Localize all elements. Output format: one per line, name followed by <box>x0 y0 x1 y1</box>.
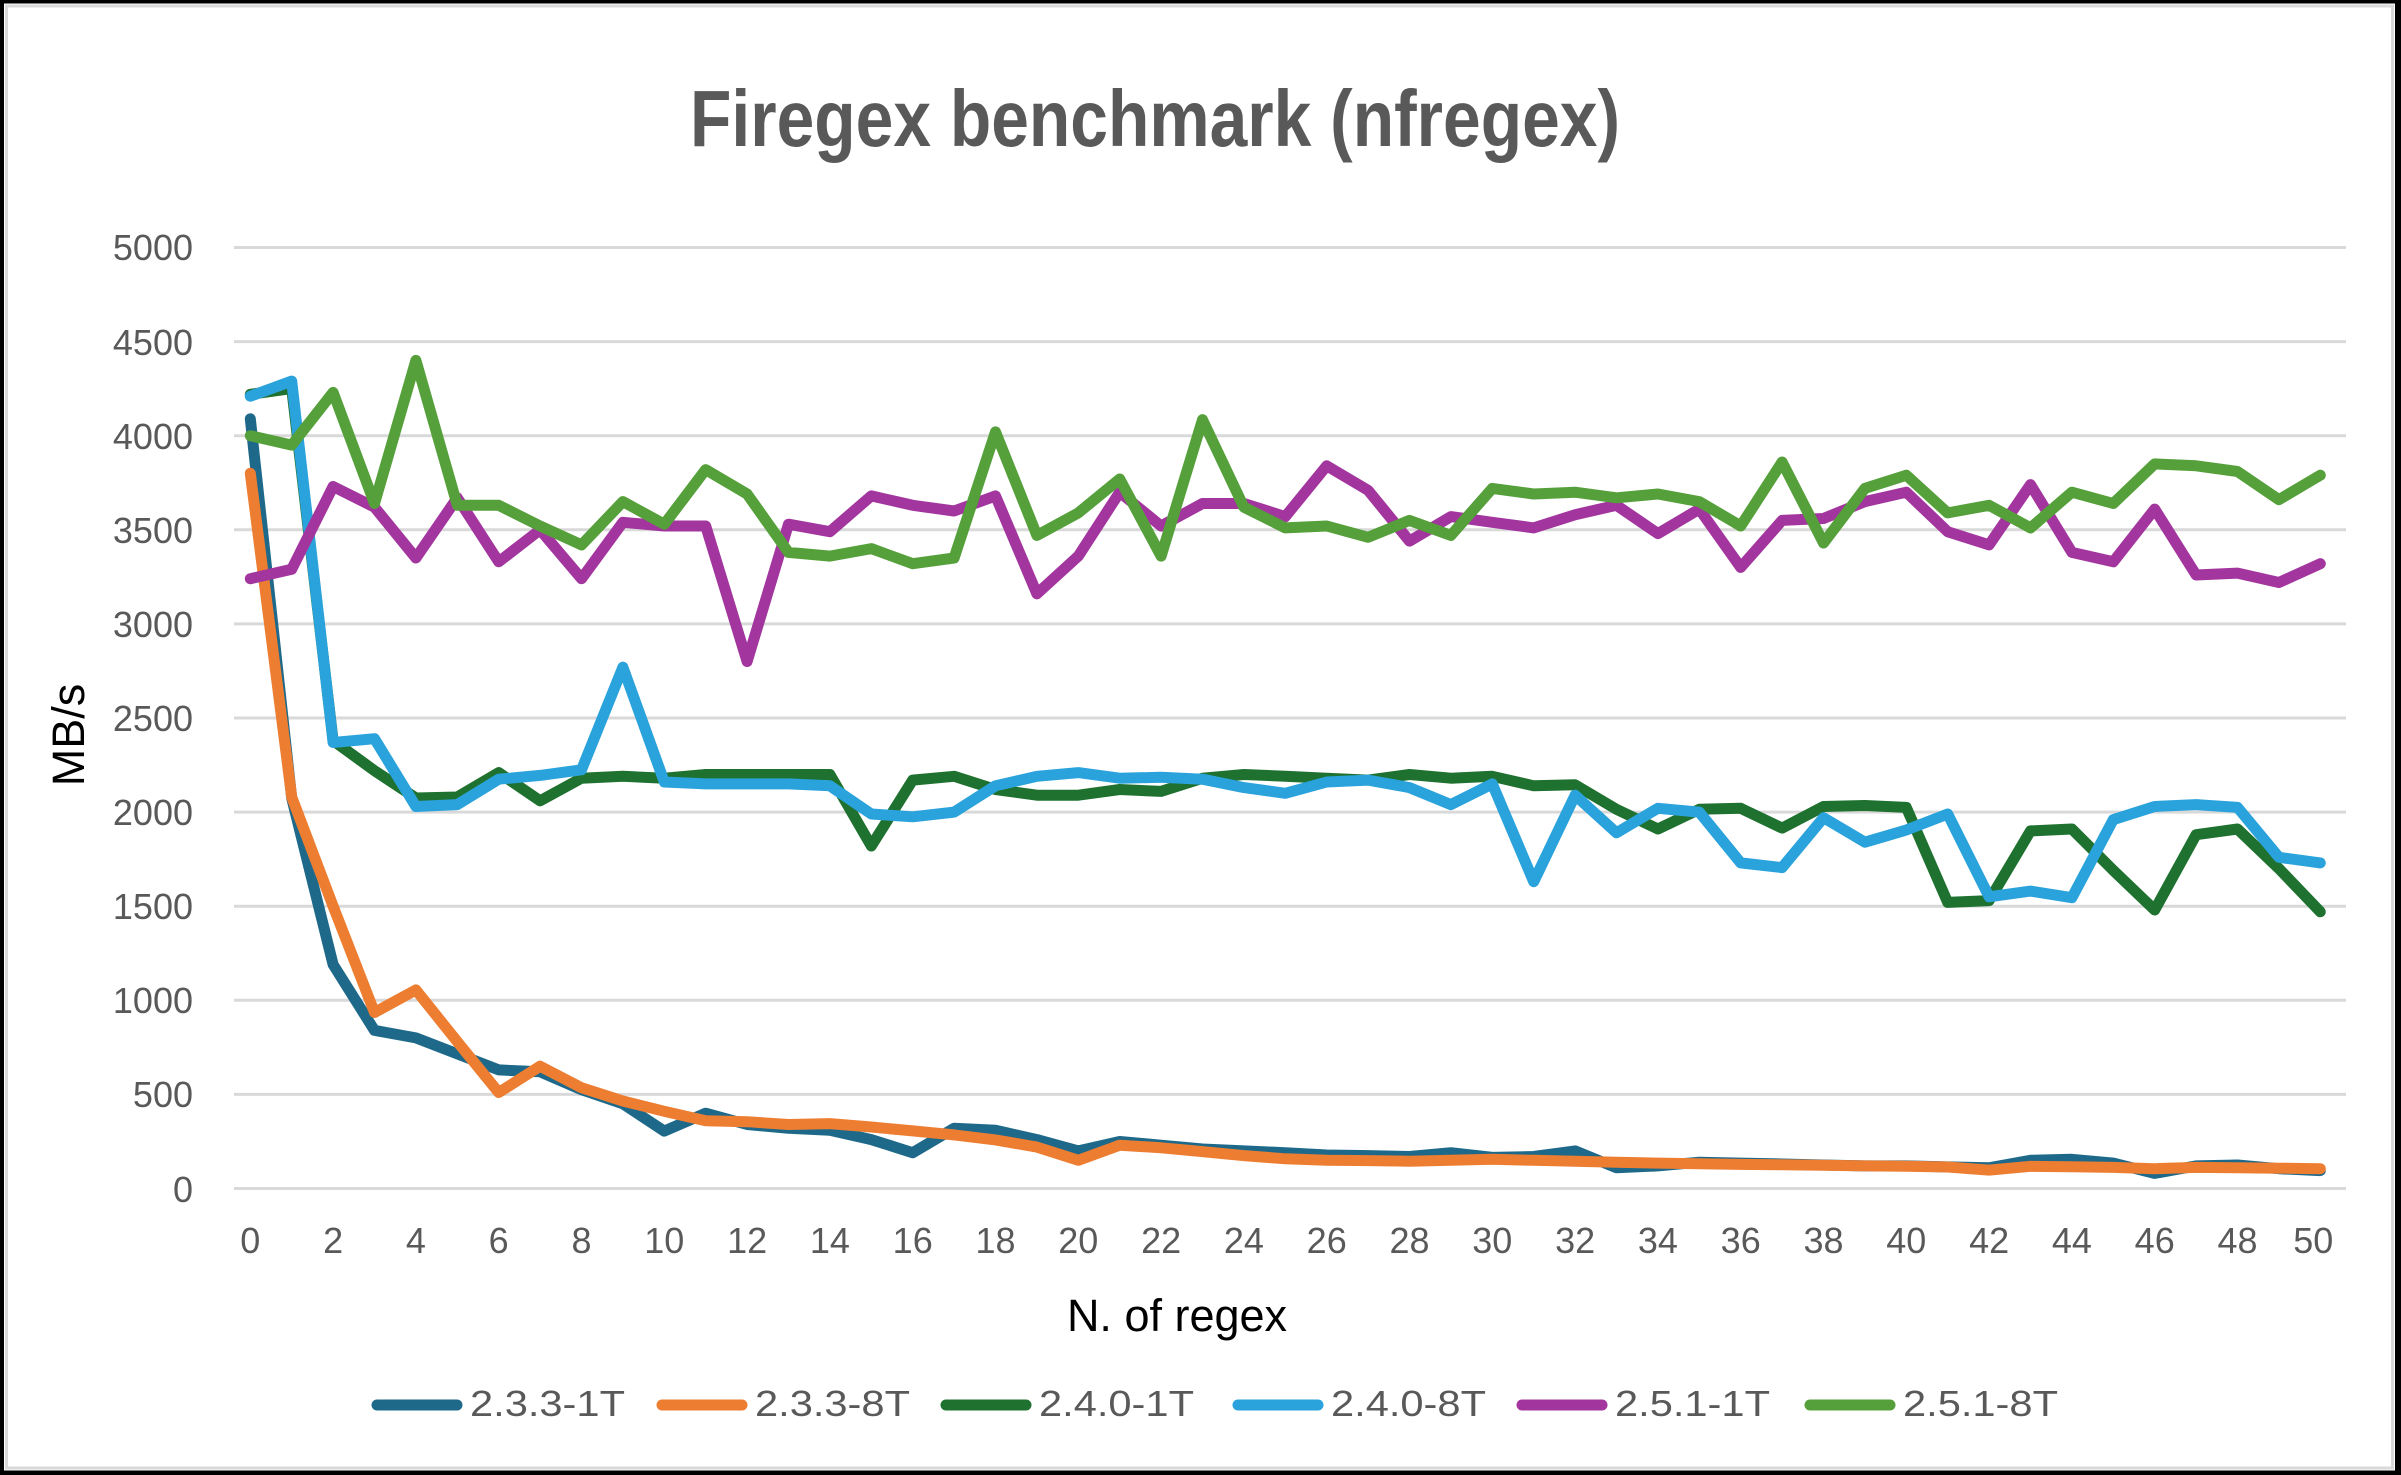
svg-text:5000: 5000 <box>113 227 193 268</box>
svg-text:40: 40 <box>1886 1220 1926 1261</box>
svg-text:18: 18 <box>975 1220 1015 1261</box>
svg-text:30: 30 <box>1472 1220 1512 1261</box>
svg-text:N. of regex: N. of regex <box>1067 1290 1288 1341</box>
svg-text:24: 24 <box>1224 1220 1264 1261</box>
svg-text:2.5.1-8T: 2.5.1-8T <box>1903 1383 2058 1424</box>
svg-text:32: 32 <box>1555 1220 1595 1261</box>
svg-text:22: 22 <box>1141 1220 1181 1261</box>
svg-text:2500: 2500 <box>113 698 193 739</box>
svg-text:12: 12 <box>727 1220 767 1261</box>
svg-text:0: 0 <box>240 1220 260 1261</box>
svg-text:3500: 3500 <box>113 510 193 551</box>
svg-text:MB/s: MB/s <box>43 684 94 787</box>
svg-text:46: 46 <box>2135 1220 2175 1261</box>
svg-text:48: 48 <box>2217 1220 2257 1261</box>
svg-text:4000: 4000 <box>113 416 193 457</box>
svg-text:Firegex benchmark (nfregex): Firegex benchmark (nfregex) <box>690 74 1620 163</box>
svg-text:28: 28 <box>1389 1220 1429 1261</box>
svg-text:16: 16 <box>893 1220 933 1261</box>
svg-text:1500: 1500 <box>113 886 193 927</box>
svg-text:42: 42 <box>1969 1220 2009 1261</box>
svg-text:38: 38 <box>1803 1220 1843 1261</box>
svg-text:20: 20 <box>1058 1220 1098 1261</box>
svg-text:4500: 4500 <box>113 322 193 363</box>
svg-text:2.4.0-8T: 2.4.0-8T <box>1331 1383 1486 1424</box>
svg-text:36: 36 <box>1721 1220 1761 1261</box>
svg-text:2.3.3-1T: 2.3.3-1T <box>470 1383 625 1424</box>
svg-text:2.5.1-1T: 2.5.1-1T <box>1615 1383 1770 1424</box>
svg-text:2000: 2000 <box>113 792 193 833</box>
svg-text:6: 6 <box>489 1220 509 1261</box>
svg-text:8: 8 <box>571 1220 591 1261</box>
svg-text:500: 500 <box>133 1074 193 1115</box>
svg-text:14: 14 <box>810 1220 850 1261</box>
svg-text:2: 2 <box>323 1220 343 1261</box>
svg-text:50: 50 <box>2293 1220 2333 1261</box>
svg-text:34: 34 <box>1638 1220 1678 1261</box>
svg-text:1000: 1000 <box>113 980 193 1021</box>
svg-text:2.3.3-8T: 2.3.3-8T <box>755 1383 910 1424</box>
svg-text:4: 4 <box>406 1220 426 1261</box>
svg-text:0: 0 <box>173 1169 193 1210</box>
svg-text:26: 26 <box>1307 1220 1347 1261</box>
svg-text:44: 44 <box>2052 1220 2092 1261</box>
svg-text:2.4.0-1T: 2.4.0-1T <box>1039 1383 1194 1424</box>
svg-text:10: 10 <box>644 1220 684 1261</box>
svg-text:3000: 3000 <box>113 604 193 645</box>
